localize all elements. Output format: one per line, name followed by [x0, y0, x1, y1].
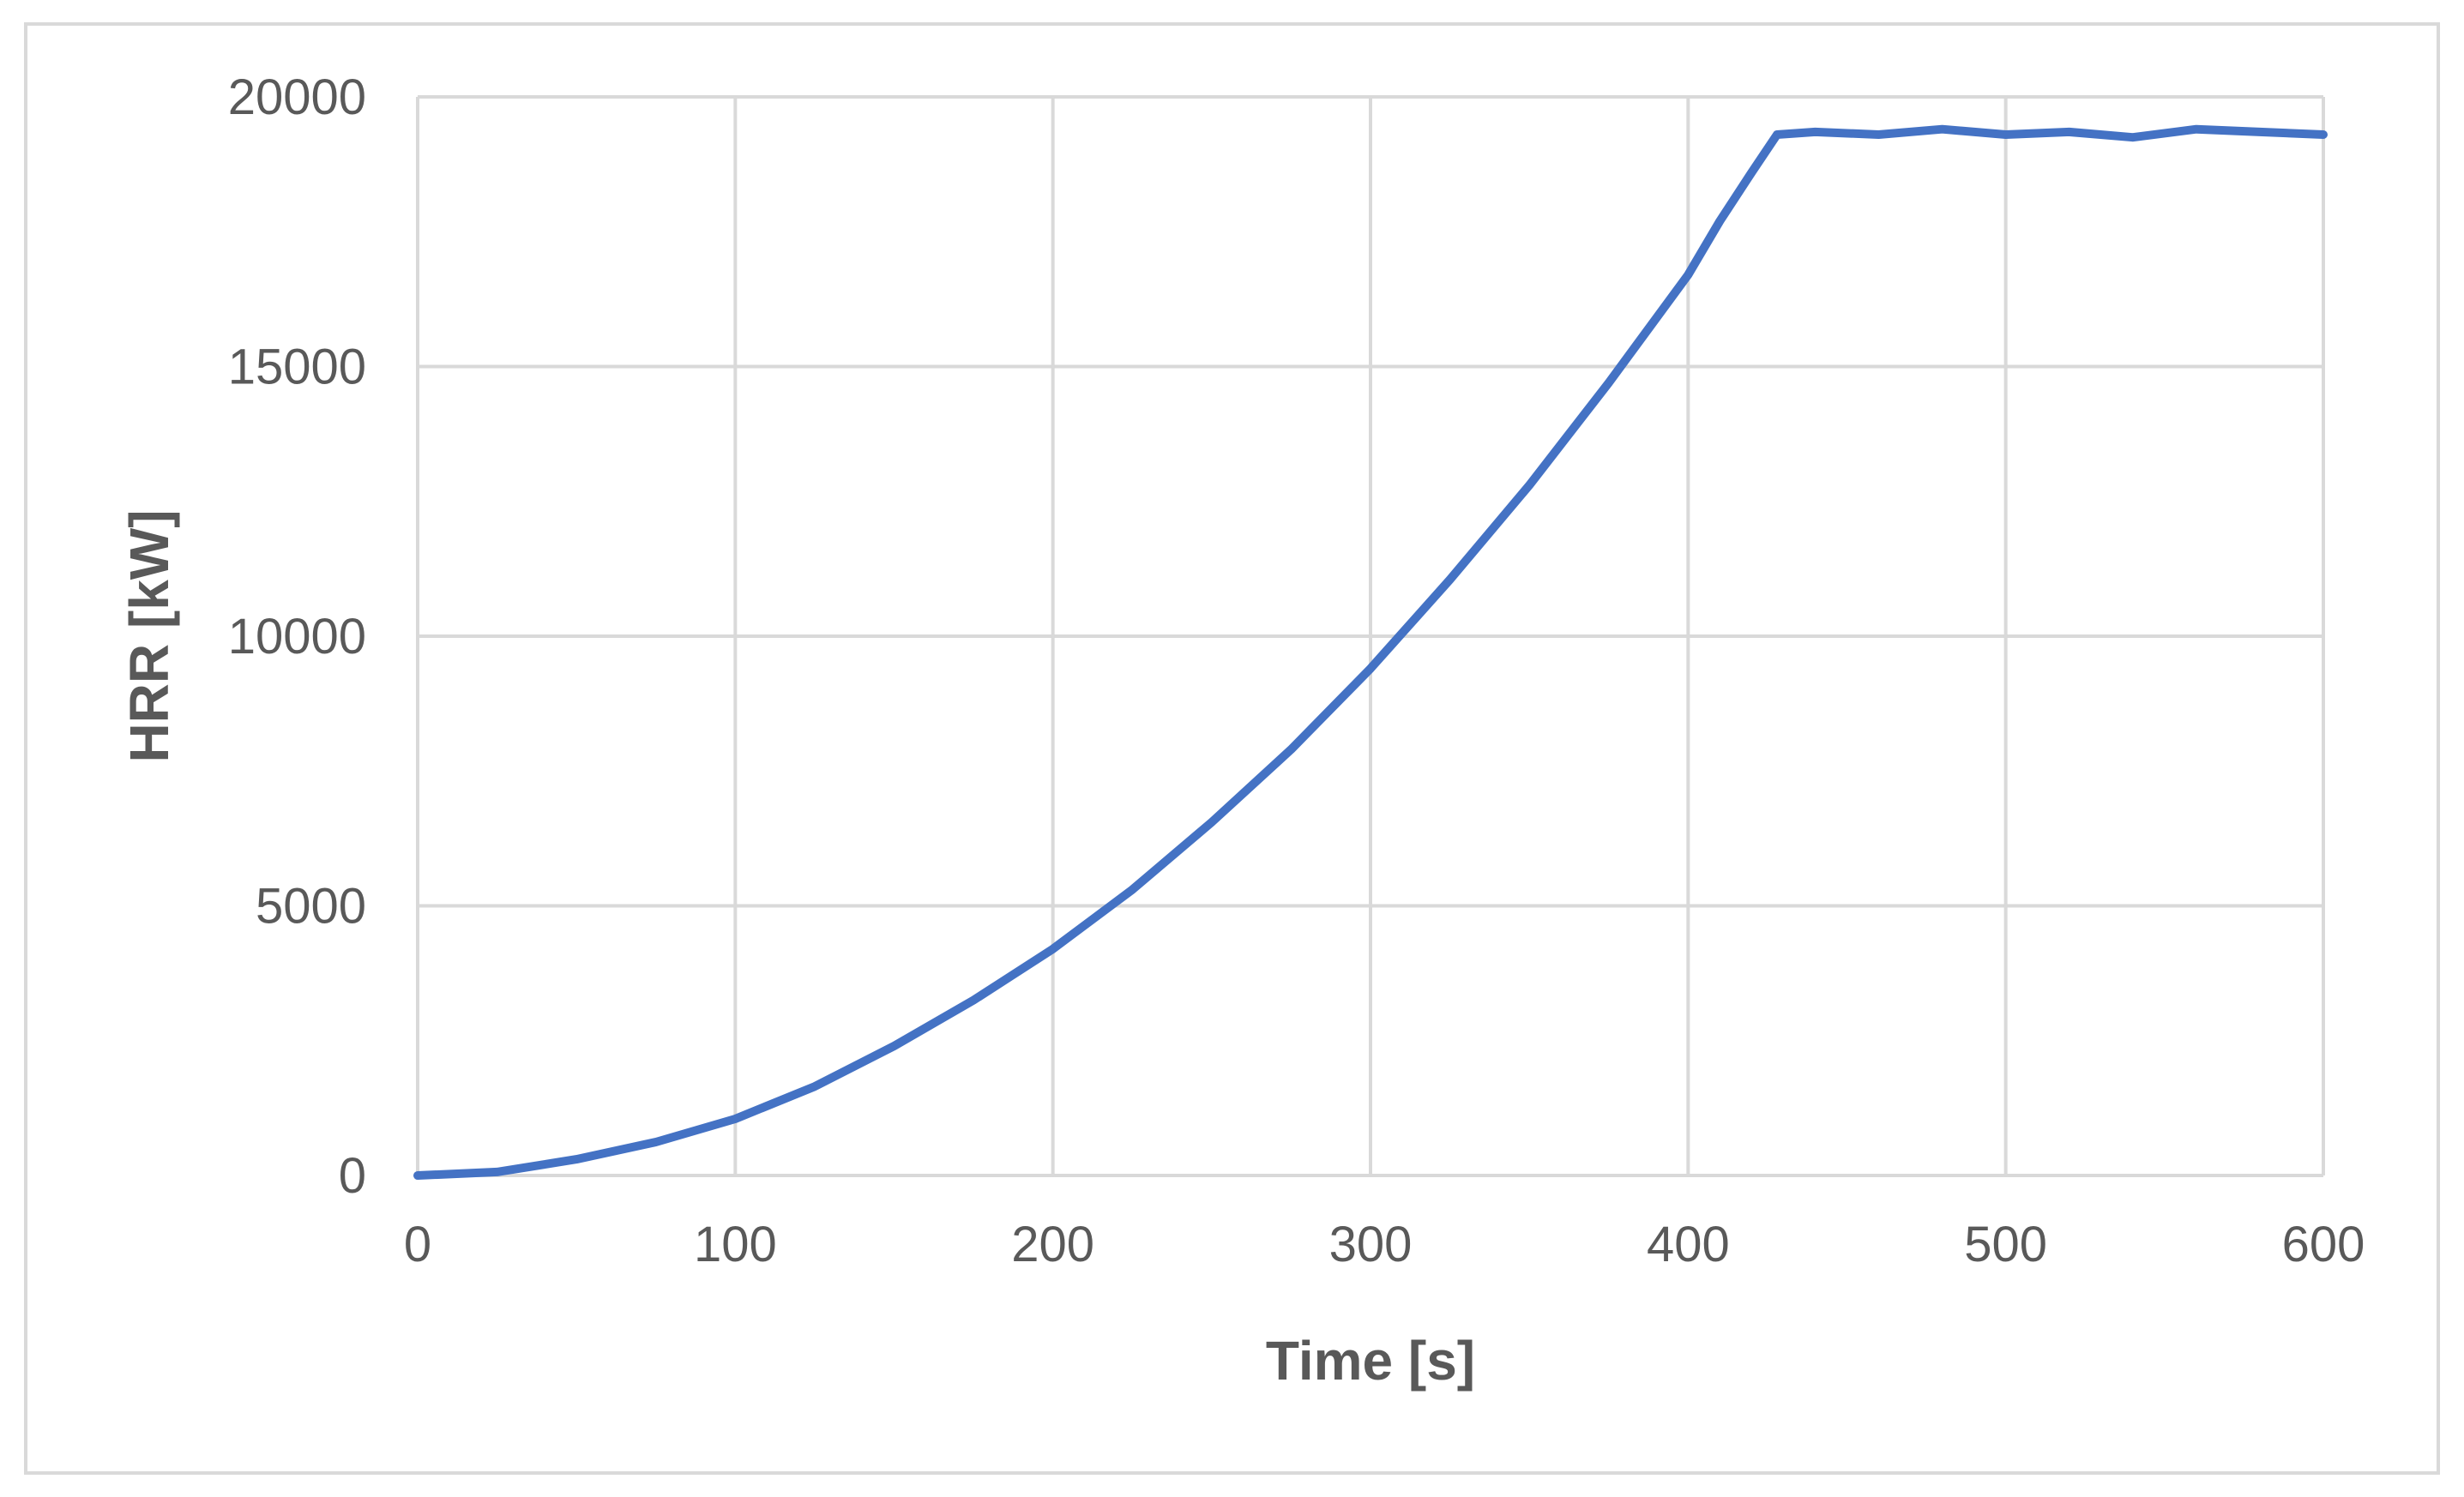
x-tick-label: 0: [404, 1217, 431, 1272]
y-tick-label: 10000: [228, 609, 366, 664]
y-axis-ticks: 0 5000 10000 15000 20000: [228, 69, 366, 1204]
y-tick-label: 20000: [228, 69, 366, 125]
y-tick-label: 15000: [228, 340, 366, 395]
x-tick-label: 200: [1011, 1217, 1094, 1272]
hrr-series-line: [413, 124, 2328, 1180]
x-tick-label: 600: [2282, 1217, 2365, 1272]
x-tick-label: 500: [1964, 1217, 2047, 1272]
chart-area: [24, 22, 2440, 1475]
gridlines: [416, 95, 2325, 1177]
x-tick-label: 400: [1647, 1217, 1730, 1272]
x-axis-title: Time [s]: [1266, 1330, 1475, 1392]
y-axis-title: HRR [kW]: [118, 509, 180, 762]
x-tick-label: 100: [694, 1217, 777, 1272]
y-tick-label: 5000: [256, 879, 366, 935]
x-tick-label: 300: [1329, 1217, 1413, 1272]
x-axis-ticks: 0 100 200 300 400 500 600: [404, 1217, 2365, 1272]
y-tick-label: 0: [339, 1148, 366, 1204]
series-group: [413, 124, 2328, 1180]
